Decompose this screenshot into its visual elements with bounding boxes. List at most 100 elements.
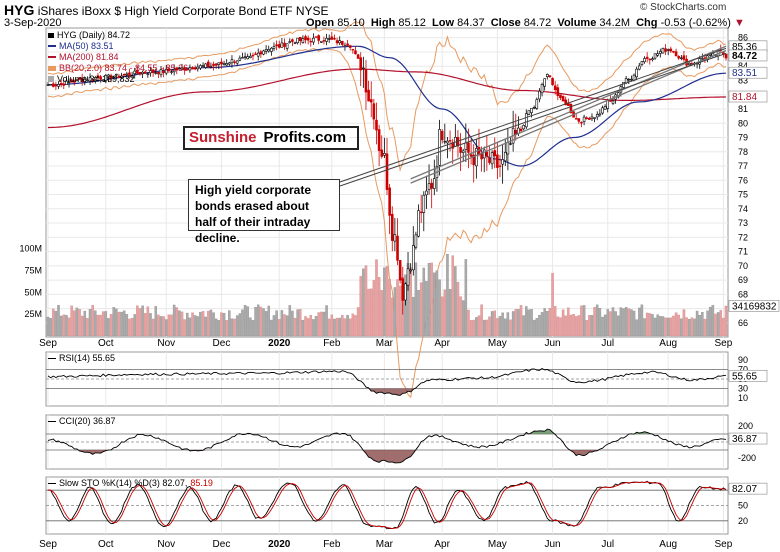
volume-bar bbox=[330, 314, 334, 337]
volume-bar bbox=[380, 290, 383, 337]
volume-bar bbox=[270, 319, 273, 337]
candle-body bbox=[553, 85, 557, 90]
candle-body bbox=[375, 119, 378, 131]
volume-bar bbox=[377, 277, 381, 337]
volume-bar bbox=[567, 307, 570, 337]
candle-body bbox=[62, 83, 66, 86]
volume-bar bbox=[475, 317, 478, 337]
x-tick-label-bottom: Jun bbox=[544, 539, 560, 550]
candle-body bbox=[532, 107, 536, 109]
price-tag-box bbox=[728, 49, 768, 62]
candle-body bbox=[656, 53, 659, 56]
volume-bar bbox=[398, 285, 402, 337]
volume-bar bbox=[104, 311, 108, 337]
volume-bar bbox=[249, 317, 252, 337]
candle-body bbox=[464, 142, 468, 150]
volume-bar bbox=[217, 320, 221, 337]
volume-tag-box bbox=[728, 300, 780, 312]
volume-bar bbox=[49, 318, 52, 337]
volume-bar bbox=[214, 318, 218, 337]
volume-bar bbox=[238, 313, 242, 337]
x-tick-label: Sep bbox=[714, 338, 732, 349]
volume-bar bbox=[130, 317, 134, 337]
volume-bar bbox=[54, 310, 58, 337]
candle-body bbox=[385, 153, 389, 190]
volume-bar bbox=[354, 315, 357, 337]
volume-bar bbox=[94, 310, 97, 337]
volume-bar bbox=[522, 315, 525, 337]
candle-body bbox=[417, 210, 420, 237]
candle-body bbox=[275, 44, 278, 47]
volume-bar bbox=[632, 310, 636, 337]
candle-body bbox=[548, 75, 552, 78]
candle-body bbox=[264, 49, 268, 52]
candle-body bbox=[277, 44, 281, 48]
candle-body bbox=[88, 77, 92, 82]
volume-bar bbox=[638, 307, 641, 337]
volume-bar bbox=[52, 308, 55, 337]
volume-bar bbox=[454, 266, 457, 337]
candle-body bbox=[653, 53, 657, 59]
candle-body bbox=[590, 116, 594, 120]
volume-bar bbox=[443, 289, 447, 337]
candle-body bbox=[577, 118, 581, 122]
volume-bar bbox=[157, 314, 160, 337]
volume-bar bbox=[417, 289, 420, 337]
candle-body bbox=[125, 73, 129, 76]
candle-body bbox=[475, 148, 478, 167]
candle-body bbox=[564, 99, 567, 106]
volume-bar bbox=[243, 305, 247, 337]
candle-body bbox=[246, 56, 250, 60]
volume-bar bbox=[459, 296, 462, 337]
candle-body bbox=[138, 71, 142, 75]
candle-body bbox=[241, 57, 244, 59]
volume-bar bbox=[101, 311, 105, 337]
candle-body bbox=[330, 36, 334, 40]
volume-bar bbox=[719, 310, 722, 337]
candle-body bbox=[185, 68, 189, 71]
candle-body bbox=[406, 268, 410, 286]
volume-bar bbox=[348, 318, 352, 337]
volume-bar bbox=[283, 314, 286, 337]
candle-body bbox=[724, 53, 728, 59]
x-tick-label: Mar bbox=[376, 338, 394, 349]
candle-body bbox=[569, 103, 573, 114]
volume-bar bbox=[656, 314, 659, 337]
candle-body bbox=[490, 152, 494, 165]
price-tick-label: 86 bbox=[738, 33, 748, 43]
volume-bar bbox=[220, 312, 223, 337]
candle-body bbox=[280, 42, 284, 48]
volume-bar bbox=[385, 265, 389, 337]
volume-bar bbox=[188, 317, 192, 337]
volume-bar bbox=[501, 312, 504, 337]
x-tick-label-bottom: Sep bbox=[714, 539, 732, 550]
volume-bar bbox=[551, 273, 554, 337]
volume-bar bbox=[433, 272, 436, 337]
volume-bar bbox=[504, 318, 507, 337]
volume-bar bbox=[714, 313, 717, 337]
candle-body bbox=[157, 72, 160, 75]
candle-body bbox=[346, 43, 349, 46]
cci-oversold-fill bbox=[48, 450, 726, 463]
volume-bar bbox=[661, 316, 665, 337]
candle-body bbox=[151, 69, 155, 73]
volume-bar bbox=[199, 311, 202, 337]
candle-body bbox=[401, 278, 405, 301]
price-tick-label: 81 bbox=[738, 104, 748, 114]
volume-bar bbox=[285, 315, 289, 337]
volume-bar bbox=[590, 315, 594, 337]
price-tag-box bbox=[728, 90, 768, 103]
rsi-tick-label: 30 bbox=[738, 384, 748, 394]
volume-bar bbox=[359, 276, 362, 337]
volume-bar bbox=[645, 312, 649, 337]
candle-body bbox=[201, 65, 205, 67]
volume-bar bbox=[708, 306, 712, 337]
volume-bar bbox=[235, 315, 239, 337]
ohlc-readout: Open 85.10 High 85.12 Low 84.37 Close 84… bbox=[306, 17, 745, 29]
price-tag-label: 83.51 bbox=[732, 68, 757, 79]
price-tag-box bbox=[728, 66, 768, 79]
volume-bar bbox=[138, 308, 142, 337]
candle-body bbox=[180, 67, 184, 71]
volume-bar bbox=[120, 311, 123, 337]
x-tick-label-bottom: Apr bbox=[434, 539, 450, 550]
